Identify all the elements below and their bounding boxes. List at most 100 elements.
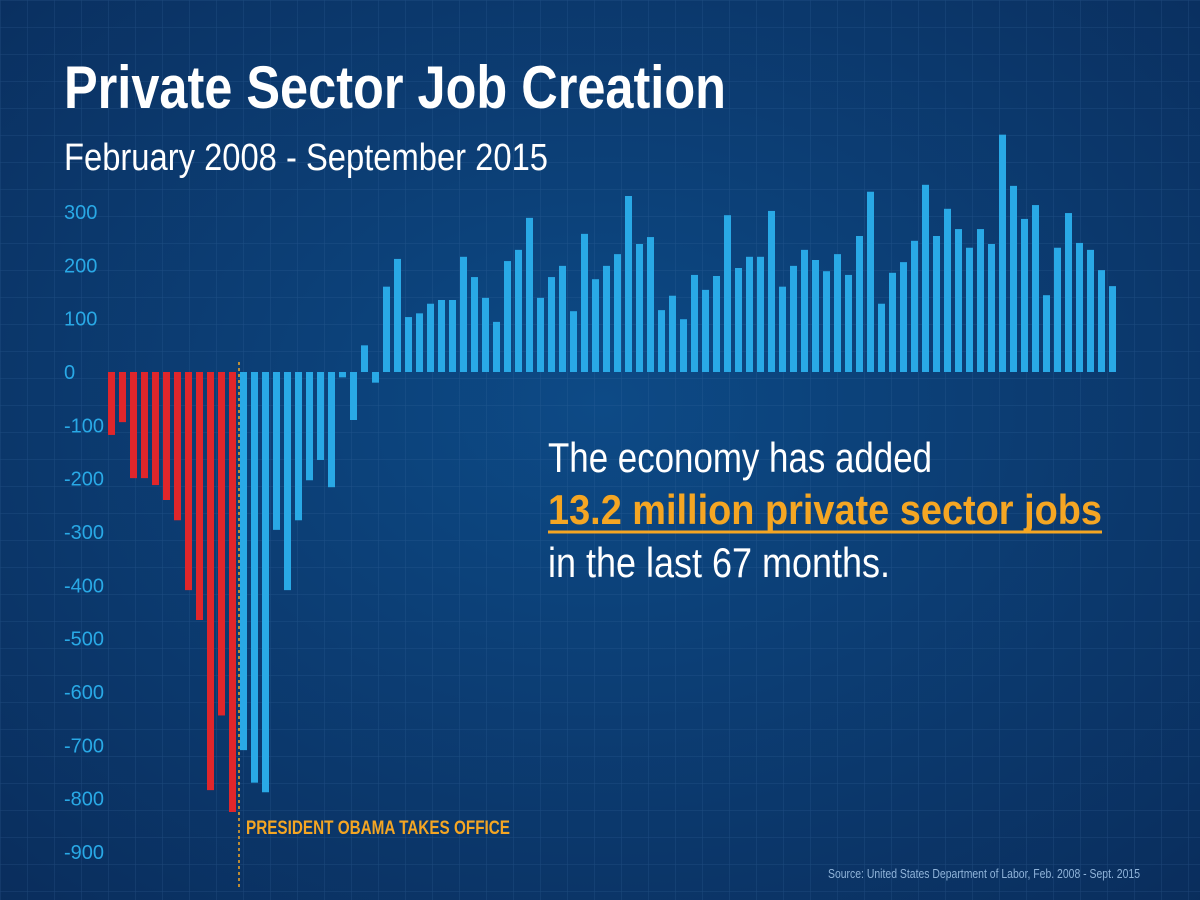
bar [207,372,214,791]
annotation-line: The economy has added [548,434,932,481]
bar [350,372,357,420]
bar [614,254,621,372]
bar [713,276,720,372]
bar [988,244,995,372]
y-tick-label: -700 [64,735,104,757]
bar [262,372,269,793]
bar [372,372,379,383]
bar [735,268,742,372]
bar [1109,286,1116,372]
bar [460,256,467,372]
y-tick-label: -200 [64,469,104,491]
bar [559,265,566,372]
bar [889,272,896,372]
bar [933,236,940,372]
y-tick-label: -400 [64,575,104,597]
bar [251,372,258,783]
bar [427,303,434,372]
source-note: Source: United States Department of Labo… [828,866,1140,881]
bar [471,277,478,372]
bar [768,210,775,372]
bar [174,372,181,521]
bar [878,303,885,372]
bar [504,261,511,372]
bar [526,217,533,372]
bar [625,196,632,372]
bar [438,300,445,372]
bar [856,236,863,372]
bar [1087,249,1094,372]
bar [1032,205,1039,372]
bar [680,319,687,372]
bar [493,321,500,372]
bar [658,310,665,372]
bar [515,249,522,372]
annotation-line: in the last 67 months. [548,539,890,586]
chart-title: Private Sector Job Creation [64,54,726,121]
bar [548,277,555,372]
bar [537,297,544,372]
bar [603,265,610,372]
bar [867,191,874,372]
bar [581,233,588,372]
bar [1076,242,1083,372]
y-tick-label: -800 [64,789,104,811]
y-tick-label: 300 [64,202,97,224]
bar [702,289,709,372]
bar [383,286,390,372]
bar [130,372,137,479]
bar [339,372,346,378]
y-tick-label: 100 [64,309,97,331]
bar [911,240,918,372]
bar [119,372,126,423]
bar [647,237,654,372]
chart-subtitle: February 2008 - September 2015 [64,137,548,179]
bar [1021,218,1028,372]
bar [1010,185,1017,372]
bar [779,286,786,372]
bar [1054,247,1061,372]
bar [196,372,203,620]
bar [801,249,808,372]
bar [570,311,577,372]
bar [944,208,951,372]
bar [823,271,830,372]
marker-label: PRESIDENT OBAMA TAKES OFFICE [246,818,510,839]
y-tick-label: 0 [64,362,75,384]
bar [405,317,412,372]
bar [1098,270,1105,372]
bar [757,256,764,372]
bar [669,295,676,372]
bar [812,260,819,372]
bar [229,372,236,812]
y-tick-label: -300 [64,522,104,544]
y-tick-label: 200 [64,255,97,277]
bar [218,372,225,716]
bar [394,258,401,372]
bar [1065,213,1072,372]
bar [295,372,302,521]
bar [746,256,753,372]
bar [273,372,280,530]
bar [724,215,731,372]
bar [845,274,852,372]
y-tick-label: -900 [64,842,104,864]
bar [361,345,368,372]
bar [691,274,698,372]
bar [1043,295,1050,372]
bar [636,244,643,372]
bar [108,372,115,435]
bar [416,313,423,372]
bar [977,229,984,372]
bar [592,279,599,372]
bar [966,247,973,372]
bar [163,372,170,500]
bar [900,262,907,372]
annotation-highlight: 13.2 million private sector jobs [548,486,1102,533]
y-tick-label: -100 [64,415,104,437]
bar [317,372,324,460]
bar [790,265,797,372]
bar [284,372,291,591]
